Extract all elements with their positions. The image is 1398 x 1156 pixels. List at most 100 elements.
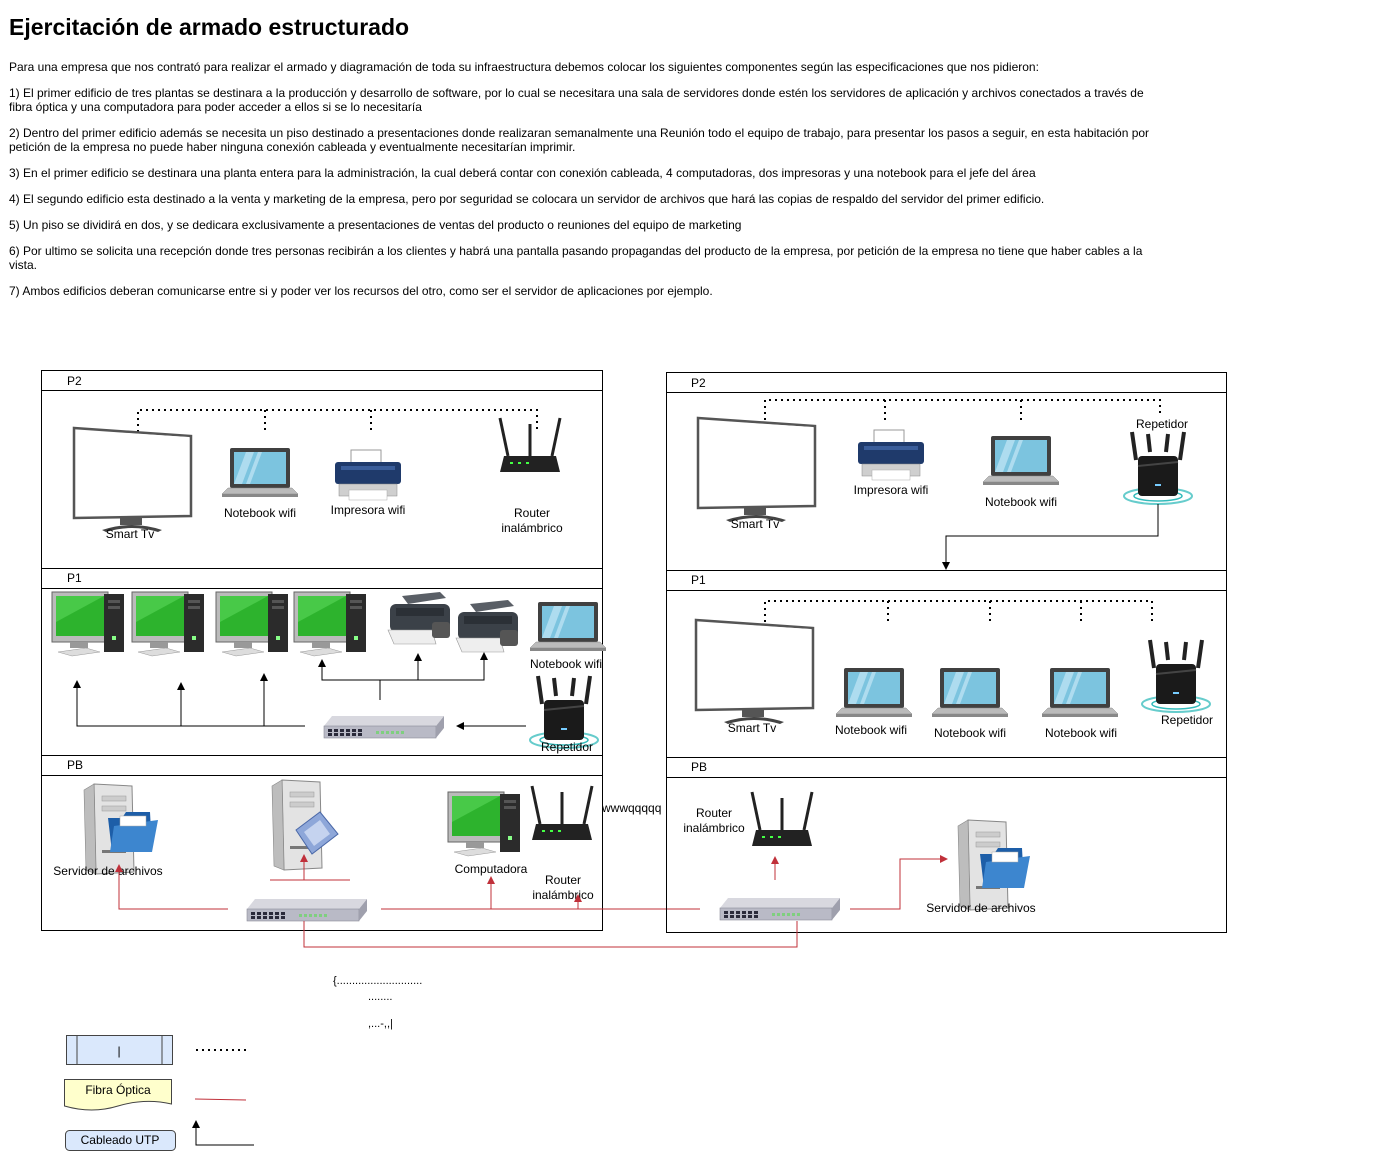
building-1: P2 P1 PB Smart Tv Notebook wifi Impresor… bbox=[41, 370, 700, 931]
between-buildings-text: wwwqqqqq bbox=[601, 801, 661, 815]
b1-p2-printer-icon bbox=[334, 449, 402, 501]
b1-pb-router-label-2: inalámbrico bbox=[532, 888, 594, 902]
b2-p2-smart-tv-label: Smart Tv bbox=[731, 517, 779, 531]
paragraph-6: 6) Por ultimo se solicita una recepción … bbox=[9, 244, 1143, 272]
legend-fiber-line bbox=[194, 1098, 247, 1101]
b1-p1-notebook-icon bbox=[529, 601, 607, 652]
b2-p1-notebook-3-label: Notebook wifi bbox=[1045, 726, 1117, 740]
b1-p1-pc-1-icon bbox=[51, 591, 125, 657]
b1-p1-printer-2-icon bbox=[455, 599, 519, 653]
b2-pb-file-server-label: Servidor de archivos bbox=[926, 901, 1035, 915]
b2-p1-repeater-label: Repetidor bbox=[1161, 713, 1213, 727]
b1-p2-smart-tv-icon bbox=[72, 426, 193, 534]
b1-pb-computer-icon bbox=[447, 791, 521, 857]
b1-p1-printer-1-icon bbox=[387, 591, 451, 645]
b1-p1-notebook-label: Notebook wifi bbox=[530, 657, 602, 671]
b1-p2-smart-tv-label: Smart Tv bbox=[106, 527, 154, 541]
b1-p1-repeater-label: Repetidor bbox=[541, 740, 593, 754]
paragraph-3: 3) En el primer edificio se destinara un… bbox=[9, 166, 1036, 180]
b1-p2-wifi-links bbox=[137, 409, 538, 432]
b2-pb-fiber-links bbox=[771, 855, 948, 910]
b1-p2-router-label-1: Router bbox=[514, 506, 550, 520]
legend-box bbox=[66, 1035, 173, 1065]
b2-p2-printer-label: Impresora wifi bbox=[854, 483, 929, 497]
b2-floor-p2-header bbox=[666, 372, 1227, 393]
b2-p2-to-p1-link bbox=[942, 504, 1159, 570]
b2-floor-pb-header bbox=[666, 757, 1227, 778]
page-title: Ejercitación de armado estructurado bbox=[9, 14, 410, 40]
b2-p1-repeater-icon bbox=[1140, 638, 1212, 714]
legend-utp-box bbox=[65, 1130, 176, 1151]
b2-pb-switch-icon bbox=[719, 897, 841, 921]
b1-pb-folder-icon bbox=[107, 811, 159, 853]
b2-p2-notebook-label: Notebook wifi bbox=[985, 495, 1057, 509]
b2-p1-notebook-2-icon bbox=[931, 667, 1009, 718]
b2-floor-pb-label: PB bbox=[691, 760, 707, 774]
b2-p1-smart-tv-label: Smart Tv bbox=[728, 721, 776, 735]
b1-p1-pc-2-icon bbox=[131, 591, 205, 657]
b1-pb-switch-icon bbox=[246, 898, 368, 922]
b1-p2-notebook-icon bbox=[221, 447, 299, 498]
b1-floor-pb-header bbox=[41, 755, 603, 776]
b1-p1-repeater-icon bbox=[528, 674, 600, 750]
b2-p1-notebook-1-icon bbox=[835, 667, 913, 718]
b2-p2-repeater-label: Repetidor bbox=[1136, 417, 1188, 431]
b2-floor-p1-label: P1 bbox=[691, 573, 706, 587]
legend-utp-line bbox=[192, 1120, 254, 1146]
legend-fiber-label: Fibra Óptica bbox=[85, 1082, 151, 1097]
b1-p2-printer-label: Impresora wifi bbox=[331, 503, 406, 517]
b2-floor-p1-header bbox=[666, 570, 1227, 591]
stray-text-3: ,...-,,| bbox=[368, 1018, 393, 1030]
b1-p1-utp-links bbox=[73, 652, 526, 730]
legend-utp-label: Cableado UTP bbox=[81, 1133, 160, 1147]
stray-text-2: ........ bbox=[368, 991, 392, 1003]
legend-box-label: | bbox=[117, 1044, 120, 1058]
paragraph-4: 4) El segundo edificio esta destinado a … bbox=[9, 192, 1045, 206]
b1-p1-pc-3-icon bbox=[215, 591, 289, 657]
b2-p1-wifi-links bbox=[764, 600, 1153, 622]
b2-pb-folder-icon bbox=[979, 847, 1031, 889]
stray-text-1: {............................ bbox=[333, 975, 422, 987]
b2-pb-router-icon bbox=[750, 790, 814, 848]
b2-p1-notebook-1-label: Notebook wifi bbox=[835, 723, 907, 737]
b1-p2-router-label-2: inalámbrico bbox=[501, 521, 563, 535]
legend-fiber-note bbox=[64, 1079, 172, 1111]
b2-p2-notebook-icon bbox=[982, 435, 1060, 486]
b2-p1-notebook-2-label: Notebook wifi bbox=[934, 726, 1006, 740]
b2-floor-p2-label: P2 bbox=[691, 376, 706, 390]
b1-floor-pb-label: PB bbox=[67, 758, 83, 772]
b1-pb-file-server-label: Servidor de archivos bbox=[53, 864, 162, 878]
b2-p1-smart-tv-icon bbox=[694, 618, 815, 726]
paragraph-intro: Para una empresa que nos contrató para r… bbox=[9, 60, 1039, 74]
b1-pb-fiber-links bbox=[115, 854, 700, 910]
b1-pb-computer-label: Computadora bbox=[455, 862, 528, 876]
b2-p2-repeater-icon bbox=[1122, 430, 1194, 506]
paragraph-5: 5) Un piso se dividirá en dos, y se dedi… bbox=[9, 218, 742, 232]
description: Para una empresa que nos contrató para r… bbox=[9, 60, 1159, 310]
b1-floor-p2-header bbox=[41, 370, 603, 391]
paragraph-7: 7) Ambos edificios deberan comunicarse e… bbox=[9, 284, 713, 298]
inter-building-fiber-link bbox=[303, 921, 798, 948]
building-2: P2 P1 PB Smart Tv Impresora wifi Noteboo… bbox=[666, 372, 1227, 933]
b1-floor-p1-header bbox=[41, 568, 603, 589]
paragraph-1: 1) El primer edificio de tres plantas se… bbox=[9, 86, 1144, 114]
b1-p2-router-icon bbox=[498, 416, 562, 474]
b1-pb-router-icon bbox=[530, 784, 594, 842]
b1-floor-p1-label: P1 bbox=[67, 571, 82, 585]
b2-p1-notebook-3-icon bbox=[1041, 667, 1119, 718]
paragraph-2: 2) Dentro del primer edificio además se … bbox=[9, 126, 1150, 154]
b1-p2-notebook-label: Notebook wifi bbox=[224, 506, 296, 520]
b2-pb-router-label-2: inalámbrico bbox=[683, 821, 745, 835]
b1-floor-p2-label: P2 bbox=[67, 374, 82, 388]
legend: | Fibra Óptica Cableado UTP bbox=[64, 1035, 254, 1151]
b2-p2-printer-icon bbox=[857, 429, 925, 481]
b2-pb-router-label-1: Router bbox=[696, 806, 732, 820]
b2-floor-pb bbox=[666, 777, 1227, 933]
b2-p2-wifi-links bbox=[764, 399, 1161, 422]
b1-p1-pc-4-icon bbox=[293, 591, 367, 657]
b1-p1-switch-icon bbox=[323, 715, 445, 739]
b2-p2-smart-tv-icon bbox=[696, 416, 817, 524]
b1-floor-pb bbox=[41, 775, 603, 931]
b1-pb-router-label-1: Router bbox=[545, 873, 581, 887]
